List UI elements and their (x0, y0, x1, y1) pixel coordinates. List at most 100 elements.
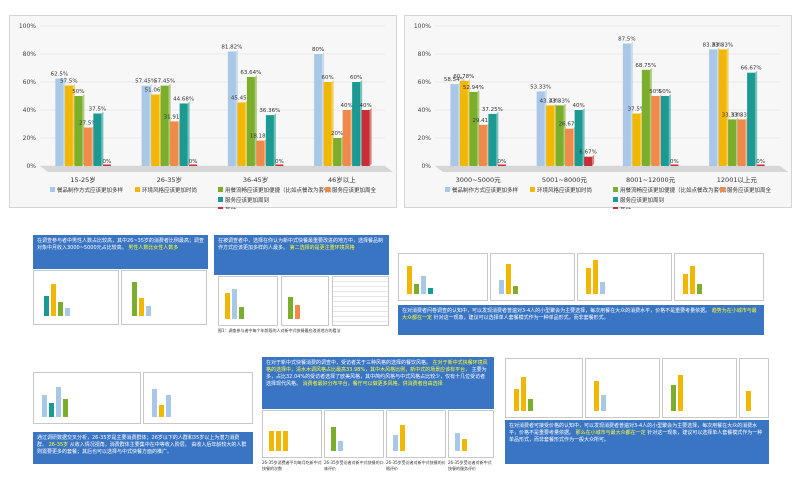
bar-side (369, 108, 372, 166)
bar-top (160, 83, 171, 86)
bar-top (536, 89, 547, 92)
thumb-chart-14 (448, 410, 494, 458)
collage-text-5c: 消费者最好分布平台，餐厅可以做更多风格，供消费者自由选择 (302, 381, 443, 387)
legend-label: 其他 (225, 206, 237, 209)
data-label: 57.45% (135, 79, 156, 85)
x-tick-label: 5001~8000元 (542, 176, 588, 184)
y-tick-label: 80% (418, 51, 432, 58)
data-label: 80% (312, 47, 324, 53)
bar (478, 124, 487, 166)
thumb-chart-7 (577, 253, 672, 301)
bar-top (333, 136, 344, 138)
bar (342, 110, 351, 166)
bar (488, 113, 497, 166)
collage-text-3b: 针对这一现象，建议可以选择单人套餐模式作为一种单品形式，而非套餐形式。 (433, 315, 609, 321)
data-label: 63.64% (240, 70, 261, 76)
bar-top (546, 103, 557, 106)
bar-top (352, 80, 363, 82)
bar (546, 105, 555, 166)
bar (737, 119, 746, 166)
bar-side (187, 101, 190, 166)
legend-swatch (50, 187, 55, 192)
bar (584, 156, 593, 166)
collage-text-4b: 从收入情况视角，消费群体主要集中在中等收入阶层。 (69, 442, 190, 448)
bar-side (101, 111, 104, 166)
bar-top (565, 126, 576, 129)
y-tick-label: 100% (414, 23, 431, 30)
legend-label: 服务应该更加周到 (225, 196, 269, 204)
thumb-chart-4 (281, 276, 329, 326)
data-label: 50% (659, 89, 671, 95)
legend-label: 其他 (620, 206, 632, 209)
data-label: 66.67% (741, 66, 762, 72)
bar-top (237, 100, 248, 103)
data-label: 0% (275, 159, 284, 165)
bar-top (151, 92, 162, 95)
y-tick-label: 80% (23, 51, 37, 58)
bar (660, 96, 669, 166)
bar-top (55, 76, 66, 79)
bar-top (256, 138, 267, 141)
bar-top (641, 67, 652, 70)
bar (555, 105, 564, 166)
legend-swatch (720, 187, 725, 192)
data-label: 27.5% (79, 121, 96, 127)
data-label: 40% (360, 103, 372, 109)
bar (747, 72, 756, 166)
caption-4: 26-35岁受访者对新中式快餐的服务评价 (448, 460, 492, 471)
bar (756, 164, 765, 166)
x-tick-label: 26-35岁 (157, 175, 182, 184)
bar-top (227, 49, 238, 52)
data-label: 31.91% (164, 114, 185, 120)
collage-text-3-highlight: 趋势为在小城市与最大众都在一定 (402, 308, 757, 321)
legend-label: 用餐流畅应该更加便捷（比如点餐改为套餐） (620, 186, 730, 194)
bar (314, 54, 323, 166)
data-label: 18.18% (250, 134, 271, 140)
bar-top (141, 83, 152, 86)
data-label: 68.75% (635, 63, 656, 69)
bar (237, 102, 246, 166)
legend-label: 服务应该更加周全 (727, 186, 772, 194)
collage-text-6: 在对消费者可接受价格的认知中，可以发现消费者普遍对3-4人的小型聚会为主要选择，… (509, 423, 758, 436)
bar (275, 164, 284, 166)
collage-text-5-highlight: 在对于新中式快餐环境风格的选择中，清水木调风格占比最高33.98%，其中木风格比… (266, 360, 488, 373)
bar-top (83, 125, 94, 128)
y-tick-label: 100% (19, 23, 36, 30)
x-tick-label: 8001~12000元 (626, 176, 676, 184)
x-tick-label: 36-45岁 (243, 175, 268, 184)
x-tick-label: 46岁以上 (328, 175, 356, 184)
thumb-chart-2 (121, 270, 207, 325)
y-tick-label: 40% (23, 107, 37, 114)
data-label: 83.33% (703, 42, 724, 48)
thumb-table (332, 276, 389, 326)
data-label: 52.94% (463, 85, 484, 91)
bar-top (747, 70, 758, 73)
bar (641, 69, 650, 166)
data-label: 37.5% (628, 107, 645, 113)
data-label: 29.41% (472, 118, 493, 124)
x-tick-label: 12001以上元 (717, 175, 758, 184)
chart-panel-income: 0% 20% 40% 60% 80% 100% 58.54% 60.78% 52.94% 29.4… (404, 15, 792, 209)
legend-swatch (613, 187, 618, 192)
data-label: 0% (756, 159, 765, 165)
y-tick-label: 20% (23, 135, 37, 142)
bar-side (668, 94, 671, 166)
legend-label: 服务应该更加周到 (620, 196, 664, 204)
bar-top (718, 47, 729, 50)
data-label: 58.54% (444, 77, 465, 83)
bar (83, 127, 92, 166)
collage-text-6b: 针对这一现象，建议可以选择单人套餐模式作为一种单品形式，而非套餐形式作为一般大众… (509, 430, 763, 443)
collage-text-2: 在被调查者中，选择在你认为新中式快餐最重要改进的地方中，选择餐品制作方式应该更加… (218, 238, 384, 251)
bar (352, 82, 361, 166)
bar (459, 80, 468, 166)
data-label: 50% (649, 89, 661, 95)
legend-swatch (613, 207, 618, 209)
data-label: 0% (498, 159, 507, 165)
data-label: 40% (573, 103, 585, 109)
thumb-chart-10 (143, 372, 253, 424)
bar (333, 138, 342, 166)
thumb-chart-3 (218, 276, 278, 326)
y-tick-label: 40% (418, 107, 432, 114)
legend-swatch (445, 187, 450, 192)
collage-text-1: 在调查参与者中男性人数占比较高，其中26~35岁的消费者比例最高；调查对象中月收… (37, 238, 204, 251)
